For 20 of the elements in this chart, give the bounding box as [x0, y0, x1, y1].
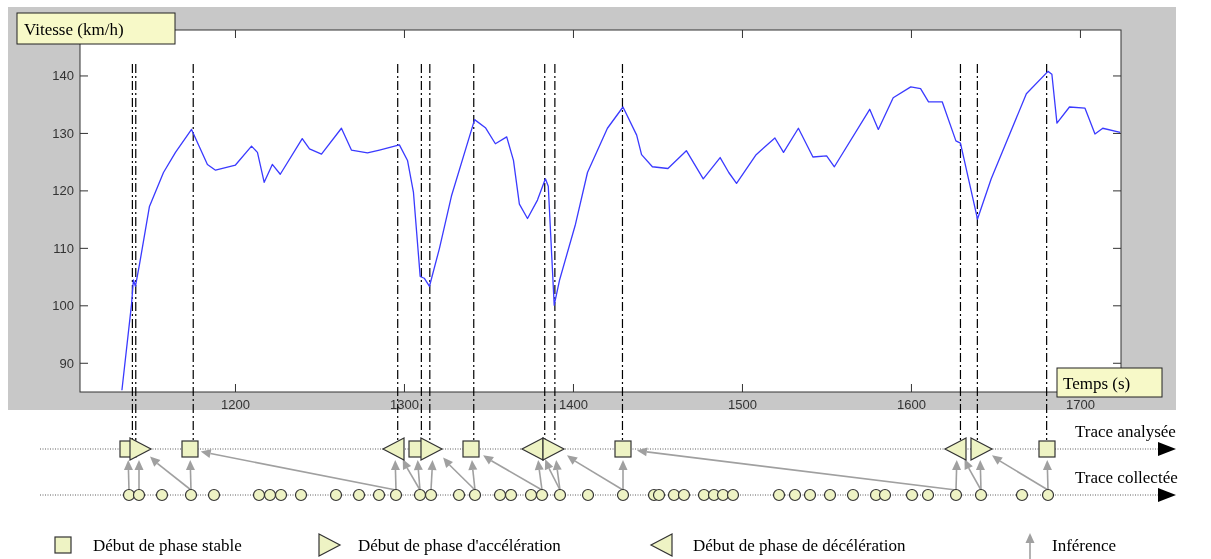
y-tick-label: 140 [52, 68, 74, 84]
y-tick-label: 110 [53, 240, 74, 256]
text: Début de phase stable [93, 536, 242, 555]
y-tick-label: 90 [59, 355, 74, 371]
text: Inférence [1052, 536, 1117, 555]
text: Trace analysée [1075, 422, 1176, 441]
text: Trace collectée [1075, 468, 1178, 487]
x-tick-label: 1200 [221, 397, 250, 412]
y-axis-title: Vitesse (km/h) [24, 20, 124, 39]
x-tick-label: 1700 [1065, 397, 1095, 412]
x-axis-title: Temps (s) [1063, 374, 1131, 393]
x-tick-label: 1600 [896, 397, 926, 412]
y-tick-label: 120 [52, 183, 74, 199]
y-tick-label: 100 [52, 298, 74, 314]
x-tick-label: 1400 [559, 397, 588, 412]
text: Début de phase d'accélération [358, 536, 562, 555]
text: Début de phase de décélération [693, 536, 906, 555]
y-tick-label: 130 [52, 125, 74, 141]
x-tick-label: 1300 [390, 397, 419, 412]
x-tick-label: 1500 [727, 397, 757, 412]
